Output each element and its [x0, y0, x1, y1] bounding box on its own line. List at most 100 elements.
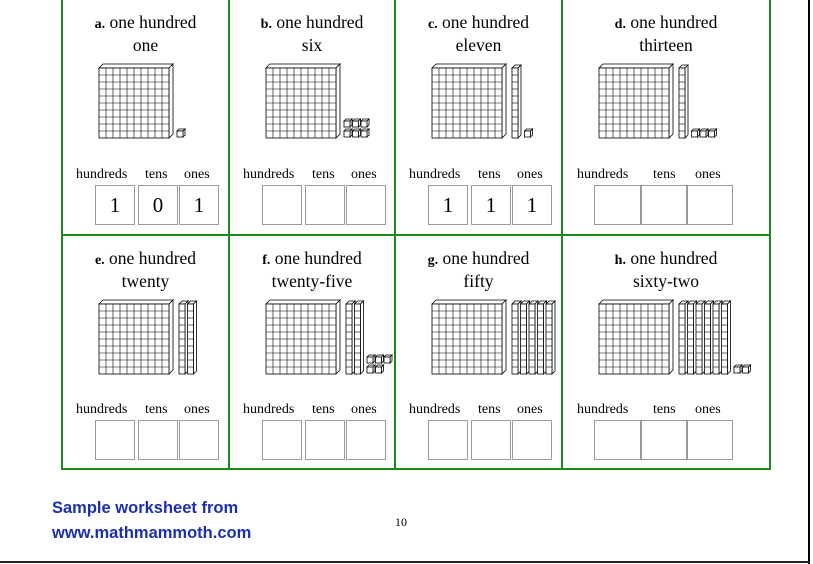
hundreds-label: hundreds	[243, 402, 295, 417]
ten-rod	[536, 300, 548, 375]
tens-label: tens	[478, 402, 501, 417]
ones-answer-box[interactable]	[346, 185, 386, 225]
footer-website-link[interactable]: www.mathmammoth.com	[52, 524, 252, 542]
problem-words-line2: fifty	[463, 271, 494, 291]
tens-answer-box[interactable]	[641, 420, 687, 460]
page-edge	[808, 0, 810, 564]
hundreds-answer-box[interactable]	[594, 420, 641, 460]
hundreds-answer-box[interactable]	[262, 420, 302, 460]
problem-words-line1: one hundred	[630, 248, 718, 268]
ones-label: ones	[351, 402, 377, 417]
one-cube	[343, 128, 353, 138]
one-cube	[707, 128, 718, 138]
one-cube	[176, 128, 186, 138]
worksheet-grid: a. one hundred one hundreds tens ones 1 …	[61, 0, 771, 470]
problem-letter: c.	[427, 17, 438, 32]
one-cube	[741, 364, 752, 374]
problem-title: g. one hundred fifty	[396, 248, 561, 291]
problem-letter: b.	[260, 17, 272, 32]
problem-letter: g.	[427, 253, 439, 268]
hundreds-label: hundreds	[409, 402, 461, 417]
problem-title: h. one hundred sixty-two	[563, 248, 769, 291]
base-ten-blocks	[98, 299, 198, 375]
one-cube	[383, 354, 393, 364]
problem-words-line2: thirteen	[639, 35, 693, 55]
problem-letter: e.	[94, 253, 105, 268]
ten-rod	[345, 300, 356, 375]
hundreds-label: hundreds	[76, 402, 128, 417]
ones-answer-box[interactable]: 1	[512, 185, 552, 225]
ten-rod	[353, 300, 365, 375]
ones-label: ones	[517, 167, 543, 182]
problem-cell-h: h. one hundred sixty-two hundreds tens o…	[563, 236, 769, 468]
problem-title: a. one hundred one	[63, 12, 228, 55]
hundreds-answer-box[interactable]: 1	[428, 185, 468, 225]
base-ten-blocks	[598, 299, 752, 375]
problem-cell-e: e. one hundred twenty hundreds tens ones	[63, 236, 230, 468]
problem-words-line2: twenty-five	[271, 271, 353, 291]
one-cube	[343, 118, 353, 128]
hundreds-answer-box[interactable]	[262, 185, 302, 225]
one-cube	[374, 364, 385, 374]
tens-answer-box[interactable]	[305, 185, 345, 225]
problem-cell-d: d. one hundred thirteen hundreds tens on…	[563, 0, 769, 236]
hundreds-answer-box[interactable]	[594, 185, 641, 225]
hundreds-label: hundreds	[577, 167, 629, 182]
ones-answer-box[interactable]	[346, 420, 386, 460]
ten-rod	[519, 300, 531, 375]
problem-title: c. one hundred eleven	[396, 12, 561, 55]
tens-label: tens	[145, 167, 168, 182]
one-cube	[366, 354, 376, 364]
base-ten-blocks	[598, 63, 718, 139]
ten-rod	[186, 300, 198, 375]
problem-words-line2: eleven	[455, 35, 502, 55]
ones-answer-box[interactable]	[687, 420, 733, 460]
problem-title: e. one hundred twenty	[63, 248, 228, 291]
one-cube	[374, 354, 385, 364]
ten-rod	[545, 300, 556, 375]
problem-title: b. one hundred six	[230, 12, 394, 55]
tens-answer-box[interactable]	[471, 420, 511, 460]
problem-words-line2: twenty	[121, 271, 170, 291]
ten-rod	[703, 300, 715, 375]
tens-label: tens	[145, 402, 168, 417]
ten-rod	[686, 300, 698, 375]
ones-label: ones	[184, 167, 210, 182]
ones-label: ones	[695, 167, 721, 182]
hundreds-answer-box[interactable]	[95, 420, 135, 460]
one-cube	[351, 128, 362, 138]
problem-title: d. one hundred thirteen	[563, 12, 769, 55]
tens-label: tens	[312, 402, 335, 417]
tens-label: tens	[312, 167, 335, 182]
hundreds-label: hundreds	[76, 167, 128, 182]
problem-words-line1: one hundred	[442, 12, 530, 32]
hundreds-answer-box[interactable]	[428, 420, 468, 460]
ones-answer-box[interactable]	[687, 185, 733, 225]
tens-answer-box[interactable]	[641, 185, 687, 225]
base-ten-blocks	[431, 63, 534, 139]
one-cube	[699, 128, 709, 138]
ten-rod	[678, 64, 689, 139]
tens-answer-box[interactable]: 1	[471, 185, 511, 225]
ones-answer-box[interactable]: 1	[179, 185, 219, 225]
problem-words-line2: six	[301, 35, 323, 55]
problem-words-line2: sixty-two	[632, 271, 700, 291]
one-cube	[733, 364, 743, 374]
hundred-flat	[431, 63, 507, 139]
tens-answer-box[interactable]	[305, 420, 345, 460]
base-ten-blocks	[265, 299, 393, 375]
hundred-flat	[265, 299, 341, 375]
ones-answer-box[interactable]	[179, 420, 219, 460]
hundred-flat	[598, 299, 674, 375]
ten-rod	[695, 300, 706, 375]
tens-label: tens	[653, 402, 676, 417]
tens-answer-box[interactable]	[138, 420, 178, 460]
problem-words-line2: one	[132, 35, 159, 55]
hundreds-label: hundreds	[409, 167, 461, 182]
one-cube	[360, 128, 370, 138]
tens-answer-box[interactable]: 0	[138, 185, 178, 225]
ones-answer-box[interactable]	[512, 420, 552, 460]
hundreds-answer-box[interactable]: 1	[95, 185, 135, 225]
problem-title: f. one hundred twenty-five	[230, 248, 394, 291]
page-number: 10	[395, 515, 407, 529]
